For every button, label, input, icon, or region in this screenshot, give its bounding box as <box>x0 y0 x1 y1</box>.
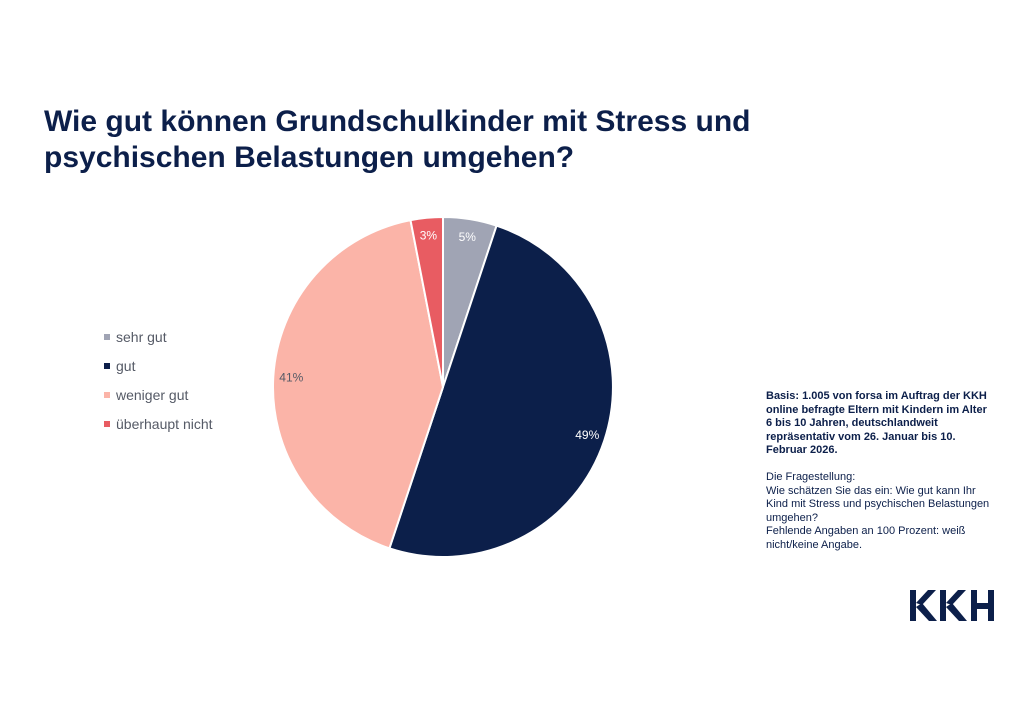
legend-swatch-ueberhaupt-nicht <box>104 420 110 427</box>
chart-title-line-2: psychischen Belastungen umgehen? <box>44 141 575 174</box>
legend-item-ueberhaupt-nicht: überhaupt nicht <box>104 409 213 438</box>
chart-title-line-1: Wie gut können Grundschulkinder mit Stre… <box>44 105 751 138</box>
kkh-logo <box>910 590 994 621</box>
legend-label-ueberhaupt-nicht: überhaupt nicht <box>116 415 213 432</box>
legend-swatch-weniger-gut <box>104 391 110 398</box>
legend-item-weniger-gut: weniger gut <box>104 380 213 409</box>
pie-slice-ueberhaupt-nicht <box>409 215 444 388</box>
note-question: Wie schätzen Sie das ein: Wie gut kann I… <box>766 484 990 524</box>
pie-label-sehr-gut: 5% <box>459 230 477 244</box>
pie-slice-gut <box>388 224 614 558</box>
legend-item-sehr-gut: sehr gut <box>104 322 213 351</box>
legend-label-gut: gut <box>116 357 136 374</box>
legend-label-sehr-gut: sehr gut <box>116 328 167 345</box>
note-missing: Fehlende Angaben an 100 Prozent: weiß ni… <box>766 525 966 551</box>
legend-item-gut: gut <box>104 351 213 380</box>
pie-label-gut: 49% <box>575 428 599 442</box>
pie-label-ueberhaupt-nicht: 3% <box>420 229 438 243</box>
methodology-note: Basis: 1.005 von forsa im Auftrag der KK… <box>766 390 996 553</box>
note-basis: Basis: 1.005 von forsa im Auftrag der KK… <box>766 390 987 457</box>
pie-label-weniger-gut: 41% <box>279 370 303 384</box>
legend: sehr gut gut weniger gut überhaupt nicht <box>104 322 213 438</box>
chart-title: Wie gut können Grundschulkinder mit Stre… <box>44 104 804 176</box>
legend-label-weniger-gut: weniger gut <box>116 386 189 403</box>
legend-swatch-sehr-gut <box>104 333 110 340</box>
legend-swatch-gut <box>104 362 110 369</box>
pie-slice-weniger-gut <box>272 218 445 550</box>
note-question-label: Die Fragestellung: <box>766 470 856 483</box>
